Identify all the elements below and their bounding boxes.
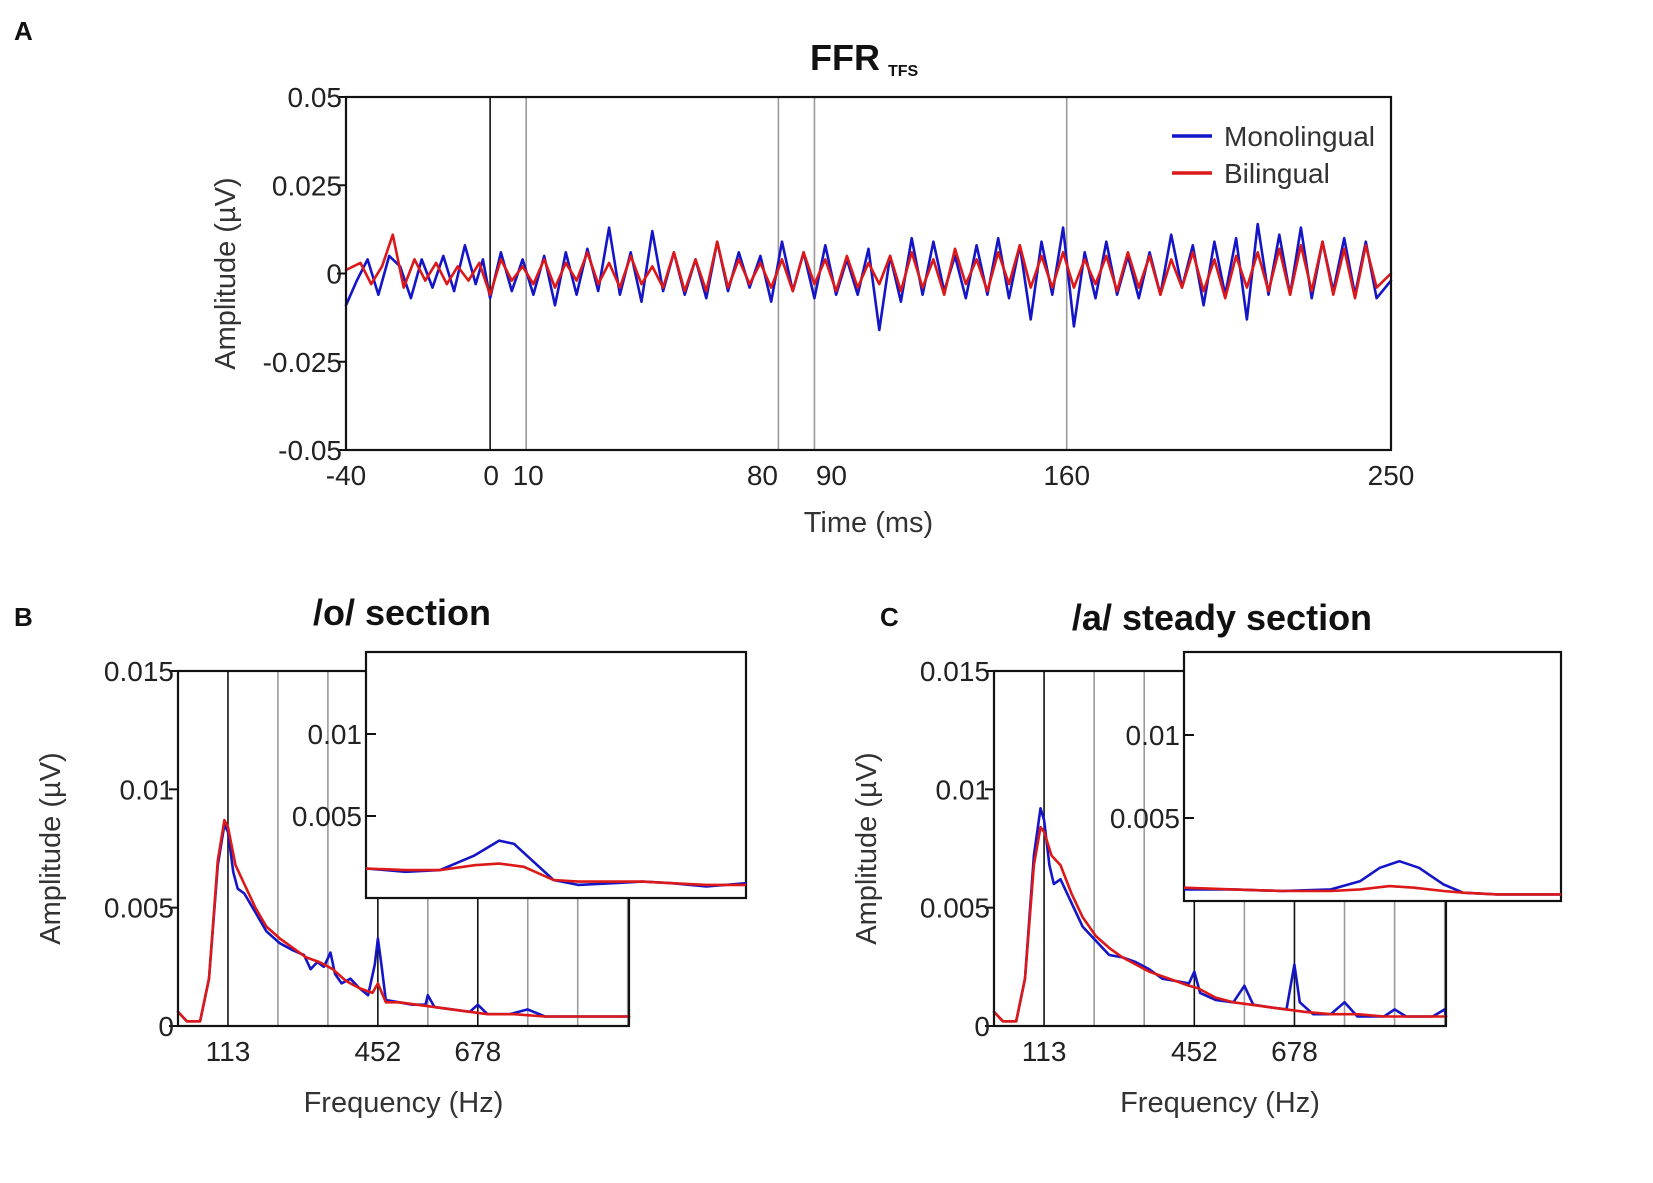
- y-tick-label: -0.05: [278, 435, 342, 466]
- inset-series-line-bilingual: [1183, 884, 1561, 896]
- x-tick-label: 250: [1368, 460, 1415, 491]
- x-tick-label: 160: [1043, 460, 1090, 491]
- x-tick-label: 0: [483, 460, 499, 491]
- x-tick-label: 113: [1022, 1036, 1067, 1067]
- y-tick-label: 0.015: [104, 656, 174, 687]
- x-tick-label: 452: [1171, 1036, 1218, 1067]
- series-line-monolingual: [344, 222, 1393, 332]
- x-tick-label: -40: [326, 460, 366, 491]
- chart-title-subscript: TFS: [888, 63, 919, 80]
- series-line-bilingual: [176, 818, 631, 1023]
- legend-label-bilingual: Bilingual: [1224, 158, 1330, 189]
- y-tick-label: 0.05: [288, 82, 343, 113]
- y-tick-label: 0.01: [936, 774, 991, 805]
- x-tick-label: 678: [1271, 1036, 1318, 1067]
- y-axis-label: Amplitude (µV): [851, 752, 883, 944]
- inset-frame: [364, 650, 748, 900]
- y-tick-label: 0.025: [272, 170, 342, 201]
- y-tick-label: 0.01: [120, 774, 175, 805]
- chart-title: /a/ steady section: [1072, 597, 1372, 638]
- y-tick-label: -0.025: [263, 347, 342, 378]
- series-line-bilingual: [344, 233, 1393, 300]
- panel-letter-b: B: [14, 602, 33, 632]
- panel-a-ffr-tfs: FFR TFS 0.05 0.025 0 -0.025 -0.05-40 0 10 80 90 160…: [210, 37, 1414, 539]
- inset-series-line-bilingual: [365, 862, 746, 887]
- y-tick-label: 0.005: [104, 893, 174, 924]
- y-tick-label: 0: [326, 259, 342, 290]
- inset-y-tick-label: 0.005: [1110, 803, 1180, 834]
- panel-b-o-section: /o/ section 0.015 0.01 0.005 0 113 452 678 Frequ…: [35, 592, 748, 1119]
- x-tick-label: 452: [354, 1036, 401, 1067]
- y-axis-label: Amplitude (µV): [210, 177, 242, 369]
- panel-c-a-steady-section: /a/ steady section 0.015 0.01 0.005 0 113 452 6…: [851, 597, 1563, 1119]
- y-tick-label: 0: [974, 1011, 990, 1042]
- y-tick-label: 0.005: [920, 893, 990, 924]
- chart-title: FFR: [810, 37, 880, 78]
- inset-y-tick-label: 0.01: [308, 719, 363, 750]
- x-tick-label: 80: [747, 460, 778, 491]
- x-tick-label: 90: [816, 460, 847, 491]
- series-line-bilingual: [992, 825, 1448, 1023]
- chart-title: /o/ section: [313, 592, 491, 633]
- y-axis-label: Amplitude (µV): [35, 752, 67, 944]
- x-axis-label: Frequency (Hz): [304, 1087, 504, 1119]
- legend-label-monolingual: Monolingual: [1224, 121, 1375, 152]
- inset-frame: [1182, 650, 1563, 903]
- x-axis-label: Frequency (Hz): [1120, 1087, 1320, 1119]
- x-tick-label: 678: [454, 1036, 501, 1067]
- panel-letter-a: A: [14, 16, 33, 46]
- x-tick-label: 10: [513, 460, 544, 491]
- x-tick-label: 113: [206, 1036, 251, 1067]
- inset-y-tick-label: 0.01: [1126, 720, 1181, 751]
- inset-y-tick-label: 0.005: [292, 801, 362, 832]
- x-axis-label: Time (ms): [804, 507, 933, 539]
- y-tick-label: 0.015: [920, 656, 990, 687]
- panel-letter-c: C: [880, 602, 899, 632]
- y-tick-label: 0: [158, 1011, 174, 1042]
